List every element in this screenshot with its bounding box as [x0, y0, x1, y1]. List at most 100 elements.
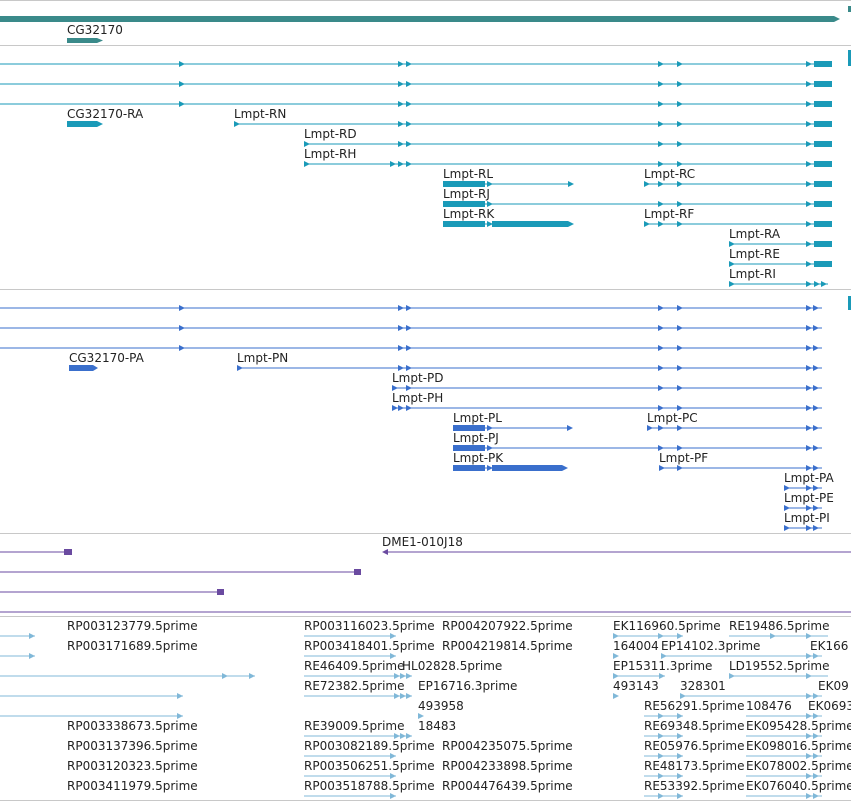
cds-feature[interactable] [392, 385, 822, 391]
cds-label[interactable]: Lmpt-PD [392, 371, 444, 385]
est-label[interactable]: 328301 [680, 679, 726, 693]
est-feature[interactable] [304, 793, 396, 799]
transcript-feature[interactable] [234, 121, 832, 127]
est-feature[interactable] [304, 753, 396, 759]
cds-label[interactable]: Lmpt-PN [237, 351, 288, 365]
est-feature[interactable] [746, 793, 822, 799]
est-label[interactable]: RP003411979.5prime [67, 779, 198, 793]
cds-label[interactable]: Lmpt-PF [659, 451, 708, 465]
clone-label[interactable]: DME1-010J18 [382, 535, 463, 549]
est-feature[interactable] [644, 793, 683, 799]
cds-feature[interactable] [0, 345, 822, 351]
est-feature[interactable] [644, 713, 683, 719]
cds-label[interactable]: Lmpt-PI [784, 511, 830, 525]
est-feature[interactable] [746, 753, 822, 759]
cds-feature[interactable] [647, 425, 822, 431]
cds-label[interactable]: Lmpt-PJ [453, 431, 499, 445]
cds-feature[interactable] [453, 445, 822, 451]
est-label[interactable]: RP003120323.5prime [67, 759, 198, 773]
est-label[interactable]: RE53392.5prime [644, 779, 745, 793]
est-feature[interactable] [644, 773, 683, 779]
clone-feature[interactable] [382, 549, 851, 555]
est-label[interactable]: HL02828.5prime [402, 659, 502, 673]
est-feature[interactable] [644, 753, 683, 759]
est-label[interactable]: RP004207922.5prime [442, 619, 573, 633]
cds-feature[interactable] [784, 505, 822, 511]
est-label[interactable]: RE69348.5prime [644, 719, 745, 733]
est-feature[interactable] [0, 713, 183, 719]
est-feature[interactable] [418, 713, 424, 719]
transcript-label[interactable]: Lmpt-RK [443, 207, 495, 221]
cds-label[interactable]: Lmpt-PH [392, 391, 443, 405]
est-label[interactable]: RE48173.5prime [644, 759, 745, 773]
cds-label[interactable]: Lmpt-PC [647, 411, 698, 425]
transcript-label[interactable]: Lmpt-RH [304, 147, 356, 161]
transcript-feature[interactable] [644, 221, 832, 227]
transcript-label[interactable]: Lmpt-RC [644, 167, 695, 181]
est-label[interactable]: LD19552.5prime [729, 659, 830, 673]
est-label[interactable]: EK095428.5prime [746, 719, 851, 733]
est-label[interactable]: RP004476439.5prime [442, 779, 573, 793]
transcript-feature[interactable] [729, 241, 832, 247]
est-feature[interactable] [613, 693, 619, 699]
est-label[interactable]: RE19486.5prime [729, 619, 830, 633]
transcript-label[interactable]: Lmpt-RL [443, 167, 493, 181]
cds-feature[interactable] [0, 305, 822, 311]
est-label[interactable]: EK0693 [808, 699, 851, 713]
est-label[interactable]: EP14102.3prime [661, 639, 760, 653]
est-label[interactable]: RP003171689.5prime [67, 639, 198, 653]
transcript-feature[interactable] [443, 201, 832, 207]
est-feature[interactable] [304, 693, 412, 699]
transcript-feature[interactable] [0, 61, 832, 67]
est-label[interactable]: RP003123779.5prime [67, 619, 198, 633]
cds-feature[interactable] [453, 425, 573, 431]
clone-feature[interactable] [0, 549, 72, 555]
transcript-feature[interactable] [644, 181, 832, 187]
est-label[interactable]: 18483 [418, 719, 456, 733]
transcript-feature[interactable] [729, 281, 828, 287]
cds-label[interactable]: CG32170-PA [69, 351, 145, 365]
est-label[interactable]: RP003506251.5prime [304, 759, 435, 773]
est-label[interactable]: RP003082189.5prime [304, 739, 435, 753]
est-label[interactable]: EK116960.5prime [613, 619, 721, 633]
est-label[interactable]: 108476 [746, 699, 792, 713]
est-label[interactable]: RE39009.5prime [304, 719, 405, 733]
est-label[interactable]: EK098016.5prime [746, 739, 851, 753]
transcript-label[interactable]: Lmpt-RJ [443, 187, 490, 201]
est-feature[interactable] [0, 673, 255, 679]
est-feature[interactable] [304, 733, 412, 739]
cds-feature[interactable] [0, 325, 822, 331]
est-label[interactable]: RP003116023.5prime [304, 619, 435, 633]
est-feature[interactable] [0, 633, 35, 639]
est-feature[interactable] [729, 673, 828, 679]
cds-feature[interactable] [659, 465, 822, 471]
est-feature[interactable] [613, 633, 683, 639]
est-feature[interactable] [0, 693, 183, 699]
transcript-label[interactable]: Lmpt-RD [304, 127, 357, 141]
transcript-feature[interactable] [443, 181, 574, 187]
est-feature[interactable] [746, 733, 822, 739]
est-feature[interactable] [746, 713, 822, 719]
gene-feature[interactable] [67, 38, 103, 43]
cds-feature[interactable] [784, 485, 822, 491]
transcript-feature[interactable] [67, 121, 103, 127]
transcript-label[interactable]: Lmpt-RF [644, 207, 694, 221]
cds-label[interactable]: Lmpt-PA [784, 471, 834, 485]
clone-feature[interactable] [0, 569, 361, 575]
est-label[interactable]: RE56291.5prime [644, 699, 745, 713]
est-feature[interactable] [746, 773, 822, 779]
est-feature[interactable] [613, 673, 665, 679]
est-feature[interactable] [304, 673, 412, 679]
est-label[interactable]: RP003338673.5prime [67, 719, 198, 733]
est-feature[interactable] [729, 633, 828, 639]
cds-label[interactable]: Lmpt-PE [784, 491, 834, 505]
transcript-label[interactable]: Lmpt-RN [234, 107, 286, 121]
est-label[interactable]: 493958 [418, 699, 464, 713]
est-label[interactable]: RP004235075.5prime [442, 739, 573, 753]
gene-label[interactable]: CG32170 [67, 23, 123, 37]
est-label[interactable]: RP003418401.5prime [304, 639, 435, 653]
cds-feature[interactable] [69, 365, 98, 371]
est-label[interactable]: RP004233898.5prime [442, 759, 573, 773]
clone-feature[interactable] [0, 589, 224, 595]
cds-feature[interactable] [392, 405, 822, 411]
